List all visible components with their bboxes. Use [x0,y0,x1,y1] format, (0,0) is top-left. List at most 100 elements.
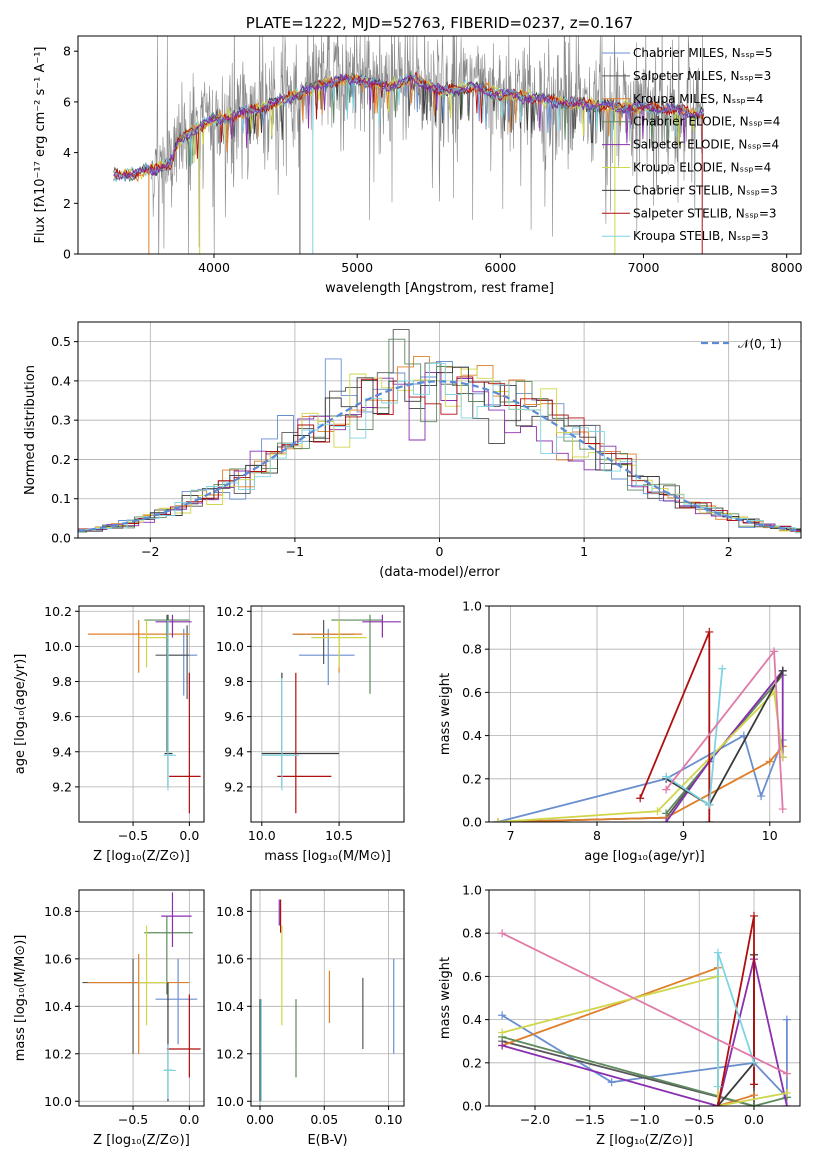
chart-title: PLATE=1222, MJD=52763, FIBERID=0237, z=0… [246,14,633,32]
y-axis-label: mass [log₁₀(M/M⊙)] [13,935,28,1062]
y-tick-label: 0.3 [51,413,71,428]
legend-label: Salpeter ELODIE, Nₛₛₚ=4 [633,138,779,152]
x-axis-label: age [log₁₀(age/yr)] [584,849,705,864]
weight-series-line [501,958,788,1106]
y-axis-label: mass weight [438,957,453,1039]
x-tick-label: 7 [507,828,515,843]
y-tick-label: 9.8 [224,674,244,689]
x-tick-label: 9 [679,828,687,843]
gaussian-curve [78,380,801,533]
x-axis-label: E(B-V) [307,1133,347,1148]
y-tick-label: 0.4 [462,728,482,743]
residual-histogram [78,358,801,531]
y-tick-label: 0.2 [462,1055,482,1070]
legend-label: Chabrier STELIB, Nₛₛₚ=3 [633,183,778,197]
y-tick-label: 0.1 [51,491,71,506]
residual-histogram [78,338,801,533]
weight-series-line [501,966,755,1106]
weight-point-marker [662,818,671,822]
y-tick-label: 10.4 [216,999,244,1014]
legend-label: Kroupa ELODIE, Nₛₛₚ=4 [633,161,771,175]
x-axis-label: mass [log₁₀(M/M⊙)] [264,849,391,864]
y-tick-label: 10.2 [44,604,72,619]
weight-point-marker [662,772,671,781]
weight-point-marker [705,800,714,809]
x-axis-label: Z [log₁₀(Z/Z⊙)] [596,1133,693,1148]
y-tick-label: 10.0 [216,1094,244,1109]
plot-area [259,899,395,1102]
x-tick-label: 4000 [198,260,230,275]
weight-point-marker [782,1089,791,1098]
axes-frame [78,605,205,823]
x-tick-label: 6000 [484,260,516,275]
y-tick-label: 0.0 [462,1099,482,1114]
panel-mass_vs_ebv: 0.00 0.05 0.10 10.0 10.2 10.4 10.6 10.8 E(B-V) [216,889,405,1148]
x-tick-label: −1 [286,544,304,559]
y-tick-label: 0.0 [462,815,482,830]
model-spectrum [113,73,704,183]
panel-weight_vs_age: 7 8 9 10 0.0 0.2 0.4 0.6 0.8 1.0 age [log₁₀(age/yr… [438,599,801,864]
y-tick-label: 9.2 [224,779,244,794]
y-tick-label: 10.0 [216,639,244,654]
axes-frame [77,321,802,539]
weight-series-line [717,915,755,1106]
y-tick-label: 0.0 [51,531,71,546]
x-tick-label: 2 [725,544,733,559]
x-axis-label: wavelength [Angstrom, rest frame] [325,281,554,296]
weight-point-marker [705,818,714,822]
plot-area [78,329,801,534]
legend-label: Chabrier MILES, Nₛₛₚ=5 [633,46,773,60]
weight-series-line [497,690,784,822]
axes-frame [250,889,405,1107]
x-tick-label: −0.5 [684,1112,714,1127]
y-tick-label: 9.8 [52,674,72,689]
weight-point-marker [782,1015,791,1024]
plot-area [261,614,401,814]
axes-frame [78,889,205,1107]
y-tick-label: 9.6 [224,709,244,724]
y-tick-label: 9.4 [224,744,244,759]
panel-age_vs_Z: −0.5 0.0 9.2 9.4 9.6 9.8 10.0 10.2 Z [log₁₀(Z/Z⊙… [13,604,205,864]
axes-frame [488,889,801,1107]
y-tick-label: 10.8 [216,904,244,919]
y-axis-label: mass weight [438,673,453,755]
y-tick-label: 1.0 [462,599,482,614]
legend-label: 𝒩(0, 1) [738,337,782,351]
weight-series-line [501,932,788,1075]
weight-point-marker [636,794,645,803]
panel-mass_vs_Z: −0.5 0.0 10.0 10.2 10.4 10.6 10.8 Z [log₁₀(Z/Z⊙… [13,889,205,1148]
x-tick-label: 0.0 [744,1112,764,1127]
x-tick-label: 1 [580,544,588,559]
x-tick-label: 0.0 [179,1112,199,1127]
weight-point-marker [662,809,671,818]
y-tick-label: 10.2 [216,604,244,619]
weight-point-marker [662,785,671,794]
plot-area [82,892,201,1102]
y-tick-label: 4 [63,145,71,160]
x-tick-label: −2 [141,544,159,559]
weight-point-marker [750,1058,759,1067]
legend-label: Kroupa MILES, Nₛₛₚ=4 [633,92,763,106]
y-tick-label: 0.4 [462,1012,482,1027]
y-tick-label: 0.8 [462,642,482,657]
x-tick-label: 0 [436,544,444,559]
weight-point-marker [750,1080,759,1089]
y-tick-label: 9.2 [52,779,72,794]
y-axis-label: age [log₁₀(age/yr)] [13,654,28,775]
weight-point-marker [765,757,774,766]
x-tick-label: −0.5 [118,828,148,843]
weight-point-marker [493,818,502,822]
x-tick-label: 0.00 [246,1112,274,1127]
legend-label: Salpeter MILES, Nₛₛₚ=3 [633,69,771,83]
axes-frame [488,605,801,823]
y-tick-label: 0.4 [51,373,71,388]
x-tick-label: 5000 [341,260,373,275]
x-tick-label: 7000 [628,260,660,275]
weight-point-marker [757,792,766,801]
residual-histogram [79,362,801,534]
observed-spectrum [150,36,704,254]
weight-series-line [501,1036,788,1106]
x-axis-label: Z [log₁₀(Z/Z⊙)] [93,849,190,864]
x-tick-label: 0.0 [179,828,199,843]
